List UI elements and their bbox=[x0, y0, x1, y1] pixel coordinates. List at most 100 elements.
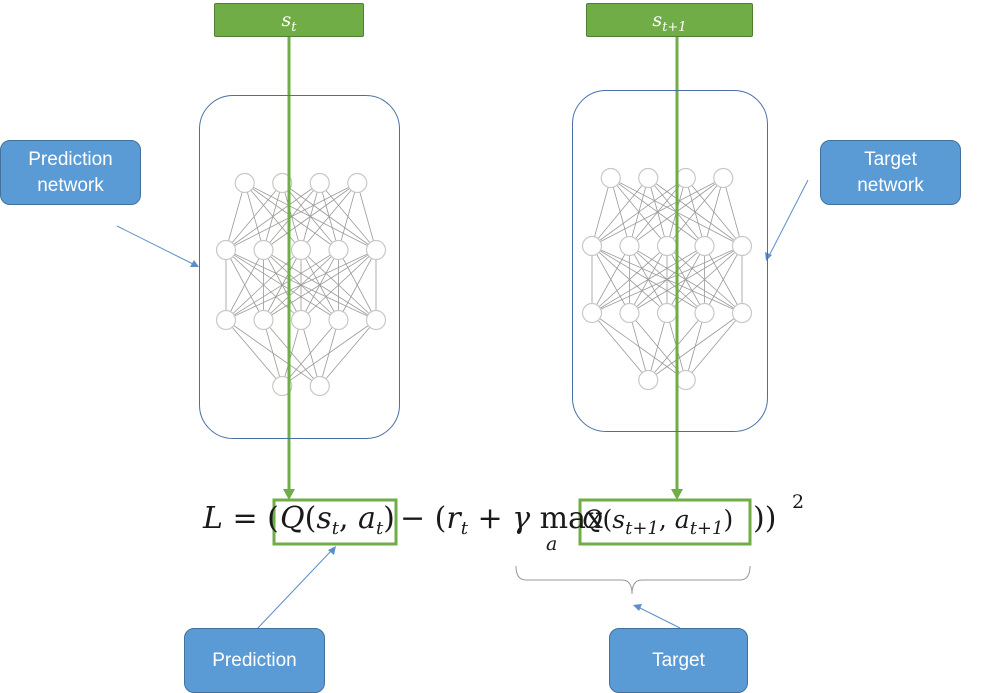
target-network-edge bbox=[629, 245, 743, 314]
prediction-network-edge bbox=[225, 182, 358, 251]
prediction-network-node bbox=[365, 309, 387, 331]
equation-prediction-term: Q(st, at) bbox=[280, 501, 395, 539]
prediction-network-edge bbox=[225, 182, 283, 251]
target-network-edge bbox=[648, 312, 743, 381]
equation-target-term: Q(st+1, at+1) bbox=[582, 505, 734, 539]
prediction-network-node bbox=[253, 239, 274, 261]
current-state-symbol: s bbox=[281, 9, 292, 31]
current-state-subscript: t bbox=[291, 19, 297, 35]
prediction-network-edge bbox=[300, 249, 377, 321]
prediction-term-highlight bbox=[272, 498, 398, 546]
prediction-callout: Prediction bbox=[184, 628, 325, 693]
target-network-edge bbox=[591, 245, 668, 314]
target-network-node bbox=[638, 369, 659, 391]
prediction-network-edge bbox=[225, 249, 264, 321]
prediction-network-edge bbox=[281, 319, 339, 387]
target-network-edge bbox=[591, 177, 649, 247]
prediction-network-node bbox=[347, 172, 368, 194]
prediction-label: Prediction bbox=[212, 649, 297, 671]
prediction-network-edge bbox=[338, 249, 377, 321]
target-network-node bbox=[619, 235, 640, 257]
target-network-edge bbox=[704, 245, 743, 314]
prediction-network-edge bbox=[225, 249, 339, 321]
target-network-edge bbox=[591, 177, 612, 247]
target-pointer bbox=[633, 604, 681, 629]
prediction-network-node bbox=[290, 239, 312, 261]
prediction-network-node bbox=[309, 375, 330, 397]
target-network-edge bbox=[722, 177, 743, 247]
prediction-network-edge bbox=[300, 182, 358, 251]
target-network-node bbox=[694, 235, 715, 257]
prediction-network-node bbox=[290, 309, 312, 331]
target-network-node bbox=[713, 167, 734, 189]
prediction-network-edge bbox=[356, 182, 377, 251]
prediction-network-label: Prediction network bbox=[28, 148, 113, 196]
target-network-edge bbox=[685, 312, 743, 381]
target-network-edge bbox=[591, 177, 686, 247]
target-network-node bbox=[600, 167, 621, 189]
target-bracket bbox=[515, 565, 751, 595]
equation-closing: )) bbox=[753, 501, 777, 536]
target-network-node bbox=[694, 302, 715, 324]
equation-exponent: 2 bbox=[792, 491, 805, 513]
equation-middle: − (rt + γ max bbox=[400, 501, 603, 539]
prediction-network-node bbox=[365, 239, 387, 261]
next-state-arrow bbox=[671, 36, 683, 500]
target-network-edge bbox=[647, 312, 668, 381]
current-state-arrow bbox=[283, 36, 295, 500]
target-network-edge bbox=[666, 245, 743, 314]
prediction-network-edge bbox=[319, 319, 377, 387]
equation-lhs: L = ( bbox=[203, 501, 279, 536]
prediction-network-edge bbox=[225, 182, 320, 251]
target-network-edge bbox=[591, 177, 724, 247]
target-network-edge bbox=[591, 245, 705, 314]
target-term-highlight bbox=[578, 498, 752, 546]
prediction-network-edge bbox=[281, 319, 302, 387]
target-label: Target bbox=[652, 649, 705, 671]
current-state-box: st bbox=[214, 3, 364, 37]
next-state-subscript: t+1 bbox=[662, 19, 687, 35]
prediction-network-edge bbox=[225, 249, 377, 321]
target-network-edge bbox=[591, 312, 649, 381]
target-network-node bbox=[731, 302, 753, 324]
prediction-network-node bbox=[272, 172, 293, 194]
prediction-network-edge bbox=[263, 182, 358, 251]
prediction-network-edge bbox=[225, 182, 246, 251]
equation-max-subscript: a bbox=[546, 533, 558, 555]
prediction-network-pointer bbox=[116, 225, 199, 267]
target-network-edge bbox=[704, 177, 724, 247]
prediction-network-edge bbox=[263, 319, 283, 387]
target-network-edge bbox=[629, 312, 649, 381]
prediction-network-node bbox=[215, 309, 237, 331]
target-network-pointer bbox=[765, 179, 809, 261]
prediction-network-edge bbox=[282, 319, 377, 387]
prediction-network-node bbox=[253, 309, 274, 331]
target-network-node bbox=[581, 302, 603, 324]
target-callout: Target bbox=[609, 628, 748, 693]
target-network-node bbox=[731, 235, 753, 257]
prediction-network-node bbox=[215, 239, 237, 261]
prediction-network-node bbox=[309, 172, 330, 194]
target-network-node bbox=[638, 167, 659, 189]
target-network-node bbox=[619, 302, 640, 324]
next-state-box: st+1 bbox=[586, 3, 753, 37]
prediction-network-node bbox=[272, 375, 293, 397]
prediction-network-edge bbox=[225, 319, 283, 387]
prediction-network-node bbox=[234, 172, 255, 194]
target-network-node bbox=[581, 235, 603, 257]
target-network-edge bbox=[591, 245, 743, 314]
prediction-network-edge bbox=[338, 182, 358, 251]
prediction-network-node bbox=[328, 309, 349, 331]
loss-equation: L = ( Q(st, at) − (rt + γ max a Q(st+1, … bbox=[200, 491, 820, 563]
prediction-network-callout: Prediction network bbox=[0, 140, 141, 205]
target-network-callout: Target network bbox=[820, 140, 961, 205]
target-network-edge bbox=[591, 245, 630, 314]
prediction-network-node bbox=[328, 239, 349, 261]
prediction-pointer bbox=[255, 546, 336, 631]
next-state-symbol: s bbox=[652, 9, 663, 31]
prediction-network-edge bbox=[263, 249, 377, 321]
target-network-label: Target network bbox=[857, 148, 924, 196]
prediction-network-frame bbox=[199, 95, 400, 439]
target-network-frame bbox=[572, 90, 768, 432]
